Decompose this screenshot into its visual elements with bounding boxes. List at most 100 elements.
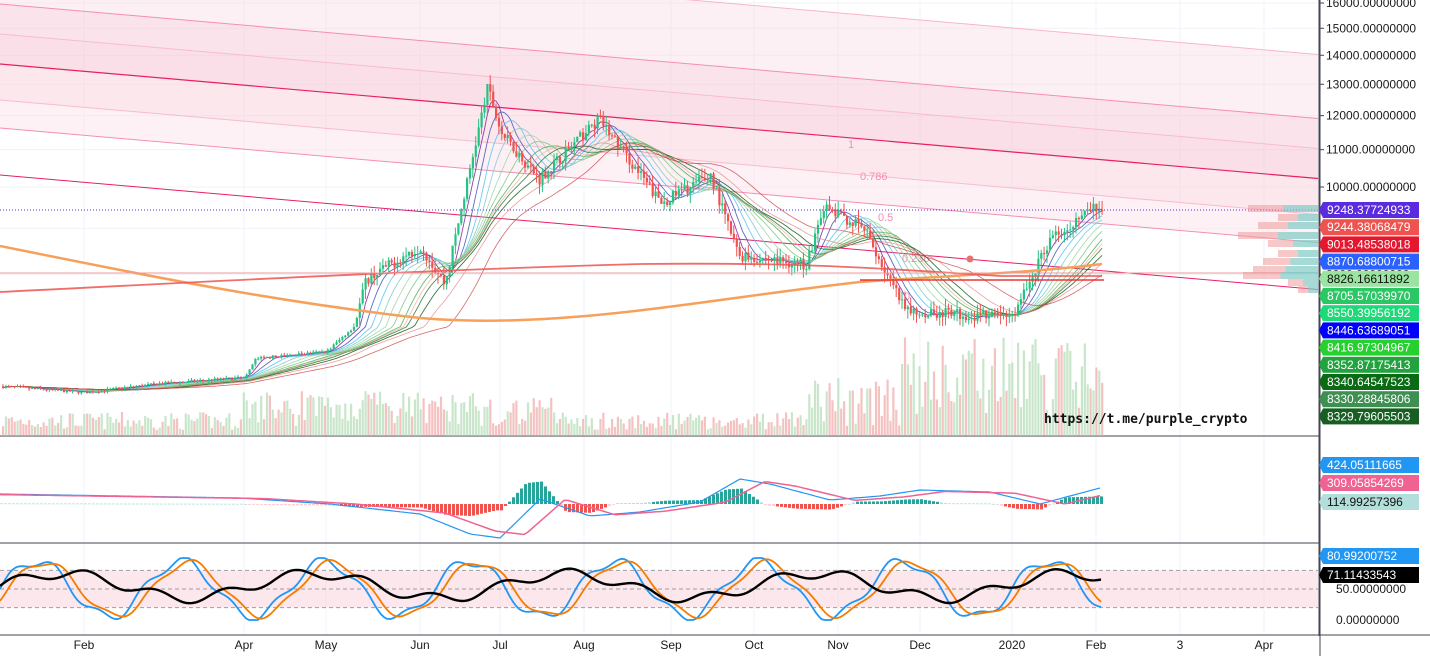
candle[interactable] [468, 168, 472, 179]
candle[interactable] [36, 387, 39, 389]
candle[interactable] [1022, 289, 1025, 300]
candle[interactable] [86, 391, 89, 394]
candle[interactable] [321, 351, 324, 353]
candle[interactable] [590, 124, 593, 126]
candle[interactable] [767, 259, 770, 261]
candle[interactable] [193, 379, 196, 382]
candle[interactable] [715, 187, 718, 189]
candle[interactable] [393, 262, 396, 268]
candle[interactable] [898, 288, 901, 301]
candle[interactable] [1046, 250, 1049, 254]
candle[interactable] [466, 178, 469, 200]
candle[interactable] [576, 136, 579, 143]
candle[interactable] [1101, 210, 1104, 212]
candle[interactable] [555, 156, 559, 160]
candle[interactable] [1048, 237, 1052, 251]
candle[interactable] [425, 252, 428, 261]
candle[interactable] [837, 210, 840, 217]
candle[interactable] [944, 308, 947, 318]
candle[interactable] [471, 157, 474, 169]
candle[interactable] [39, 387, 42, 389]
candle[interactable] [1075, 217, 1078, 228]
candle[interactable] [1069, 229, 1072, 231]
candle[interactable] [532, 166, 535, 174]
candle[interactable] [863, 226, 866, 231]
candle[interactable] [538, 174, 541, 185]
candle[interactable] [735, 239, 738, 247]
candle[interactable] [158, 383, 161, 386]
candle[interactable] [1092, 203, 1095, 212]
candle[interactable] [790, 264, 793, 268]
candle[interactable] [625, 147, 628, 154]
candle[interactable] [924, 314, 927, 318]
candle[interactable] [495, 107, 498, 118]
candle[interactable] [756, 261, 759, 263]
candle[interactable] [521, 152, 524, 162]
candle[interactable] [645, 177, 648, 183]
candle[interactable] [840, 210, 843, 213]
macd-pane[interactable] [0, 478, 1103, 539]
candle[interactable] [71, 390, 74, 392]
candle[interactable] [474, 145, 477, 158]
candle[interactable] [483, 104, 486, 113]
candle[interactable] [344, 335, 347, 338]
candle[interactable] [312, 351, 315, 354]
candle[interactable] [254, 358, 257, 365]
candle[interactable] [202, 379, 205, 381]
candle[interactable] [100, 390, 103, 393]
candle[interactable] [776, 257, 779, 264]
candle[interactable] [97, 391, 100, 393]
candle[interactable] [553, 159, 556, 172]
candle[interactable] [1086, 209, 1089, 211]
candle[interactable] [738, 246, 741, 256]
candle[interactable] [219, 378, 222, 380]
candle[interactable] [793, 261, 796, 265]
candle[interactable] [457, 223, 460, 235]
candle[interactable] [379, 268, 382, 276]
candle[interactable] [608, 124, 611, 136]
candle[interactable] [91, 391, 95, 393]
candle[interactable] [831, 209, 834, 211]
candle[interactable] [622, 146, 625, 148]
candle[interactable] [89, 391, 92, 394]
candle[interactable] [173, 381, 176, 383]
candle[interactable] [326, 349, 329, 353]
candle[interactable] [161, 383, 164, 385]
candle[interactable] [486, 84, 489, 105]
candle[interactable] [16, 386, 19, 388]
candle[interactable] [42, 388, 45, 390]
candle[interactable] [927, 315, 930, 318]
candle[interactable] [683, 185, 686, 190]
candle[interactable] [982, 310, 985, 314]
candle[interactable] [990, 311, 994, 317]
candle[interactable] [512, 141, 515, 152]
candle[interactable] [103, 390, 106, 392]
candle[interactable] [413, 254, 416, 257]
candle[interactable] [1017, 304, 1020, 316]
candle[interactable] [706, 179, 709, 181]
candle[interactable] [120, 387, 124, 389]
candle[interactable] [732, 233, 735, 240]
stoch-pane[interactable] [0, 557, 1318, 621]
candle[interactable] [1043, 252, 1046, 254]
candle[interactable] [869, 230, 872, 240]
candle[interactable] [1060, 234, 1063, 236]
candle[interactable] [570, 146, 573, 149]
candle[interactable] [222, 378, 225, 380]
candle[interactable] [561, 161, 564, 164]
candle[interactable] [329, 348, 332, 350]
candle[interactable] [94, 391, 97, 393]
candle[interactable] [616, 136, 619, 148]
candle[interactable] [141, 385, 144, 387]
candle[interactable] [7, 386, 10, 388]
candle[interactable] [225, 377, 228, 380]
candle[interactable] [602, 116, 605, 127]
candle[interactable] [242, 376, 245, 378]
candle[interactable] [857, 219, 860, 223]
candle[interactable] [216, 378, 219, 380]
candle[interactable] [912, 308, 915, 314]
candle[interactable] [657, 191, 660, 198]
candle[interactable] [152, 383, 155, 385]
candle[interactable] [271, 355, 274, 359]
candle[interactable] [712, 173, 715, 189]
